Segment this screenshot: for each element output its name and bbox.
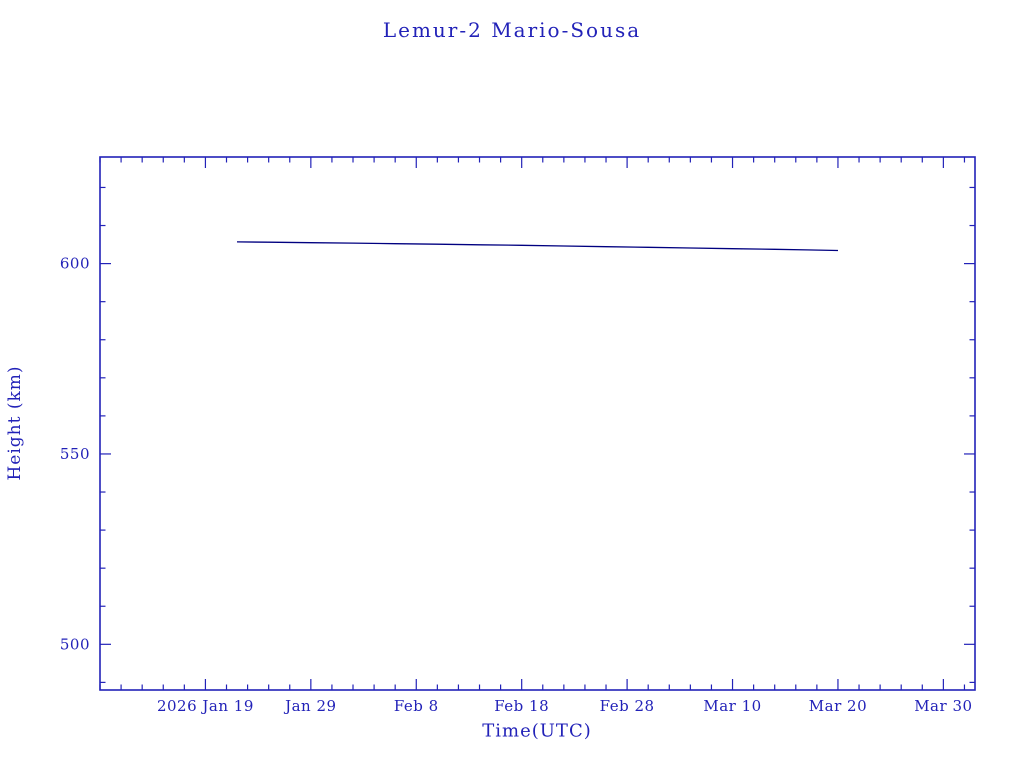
y-tick-label: 600 — [60, 255, 90, 273]
x-tick-label: Feb 8 — [394, 697, 439, 715]
y-tick-label: 550 — [60, 445, 90, 463]
x-tick-label: Mar 20 — [809, 697, 867, 715]
y-tick-label: 500 — [60, 635, 90, 653]
x-tick-label: Feb 18 — [494, 697, 549, 715]
x-tick-label: Mar 30 — [914, 697, 972, 715]
x-tick-label: Jan 29 — [283, 697, 336, 715]
axis-ticks — [99, 157, 975, 690]
axis-tick-labels: 2026 Jan 19 Jan 29 Feb 8 Feb 18 Feb 28 Mar 10… — [60, 255, 972, 715]
x-tick-label: 2026 Jan 19 — [157, 697, 254, 715]
height-series-line — [236, 241, 839, 252]
x-tick-label: Feb 28 — [600, 697, 655, 715]
chart-title: Lemur-2 Mario-Sousa — [382, 18, 642, 42]
x-axis-label: Time(UTC) — [482, 720, 592, 742]
x-tick-label: Mar 10 — [703, 697, 761, 715]
plot-frame — [99, 156, 976, 691]
